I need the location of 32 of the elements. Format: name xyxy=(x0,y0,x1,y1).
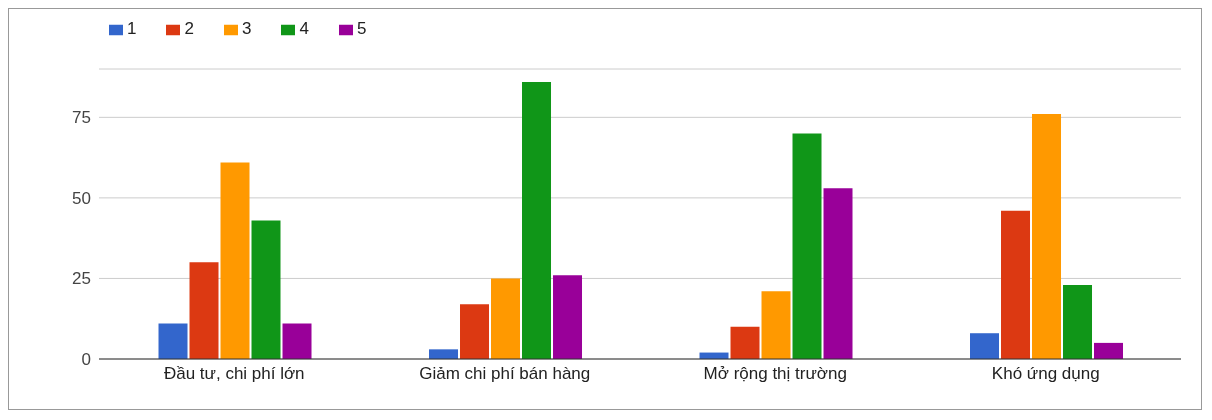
bar xyxy=(460,304,490,359)
bar xyxy=(553,275,583,359)
x-tick-label: Mở rộng thị trường xyxy=(703,364,847,384)
bar xyxy=(1001,210,1031,359)
bar xyxy=(158,323,188,359)
bar xyxy=(491,278,521,359)
legend-label: 3 xyxy=(241,19,252,38)
bar xyxy=(189,262,219,359)
y-tick-label: 75 xyxy=(72,108,91,128)
bar xyxy=(1032,114,1062,359)
legend-label: 1 xyxy=(127,19,137,38)
bar xyxy=(730,326,760,359)
legend-label: 2 xyxy=(184,19,194,38)
bar xyxy=(220,162,250,359)
x-tick-label: Đầu tư, chi phí lớn xyxy=(163,364,305,384)
bar xyxy=(522,81,552,359)
y-tick-label: 50 xyxy=(72,188,91,208)
y-tick-label: 25 xyxy=(72,269,91,289)
bar xyxy=(429,349,459,359)
y-tick-label: 0 xyxy=(81,350,91,370)
bar xyxy=(970,333,1000,359)
x-tick-label: Giảm chi phí bán hàng xyxy=(419,364,591,384)
bar xyxy=(823,188,853,359)
bar xyxy=(792,133,822,359)
bar xyxy=(1094,342,1124,359)
bar xyxy=(761,291,791,359)
bar xyxy=(282,323,312,359)
x-tick-label: Khó ứng dụng xyxy=(991,364,1100,384)
bar xyxy=(251,220,281,359)
legend-label: 4 xyxy=(299,19,309,38)
bar xyxy=(1063,284,1093,359)
legend-label: 5 xyxy=(356,19,367,38)
